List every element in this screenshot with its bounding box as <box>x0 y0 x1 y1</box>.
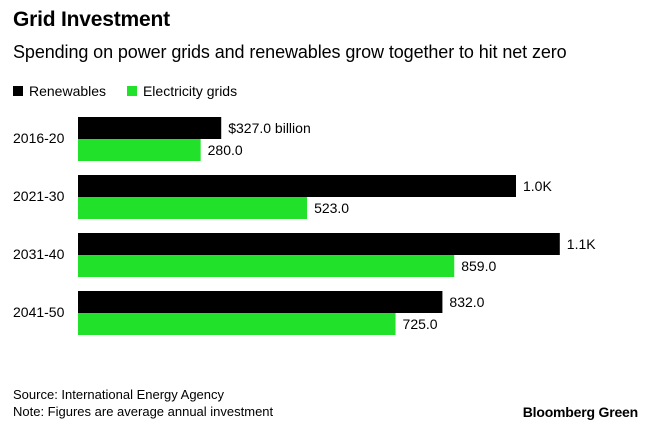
data-label: $327.0 billion <box>228 120 311 136</box>
bar-chart: 2016-20 $327.0 billion 280.0 2021-30 1.0K 523… <box>13 117 596 335</box>
legend-swatch-electricity-grids <box>126 86 137 96</box>
bar <box>78 291 443 313</box>
bar <box>78 117 222 139</box>
legend-label-electricity-grids: Electricity grids <box>142 83 238 99</box>
chart-subtitle: Spending on power grids and renewables g… <box>13 42 567 62</box>
legend: Renewables Electricity grids <box>13 83 254 99</box>
category-label: 2016-20 <box>13 130 65 146</box>
data-label: 832.0 <box>449 294 484 310</box>
legend-item-renewables: Renewables <box>13 83 106 99</box>
category-label: 2031-40 <box>13 246 65 262</box>
legend-item-electricity-grids: Electricity grids <box>126 83 238 99</box>
data-label: 523.0 <box>314 200 349 216</box>
data-label: 725.0 <box>403 316 438 332</box>
bar <box>78 197 308 219</box>
chart-title: Grid Investment <box>13 8 170 31</box>
data-label: 1.1K <box>567 236 596 252</box>
brand-logo: Bloomberg Green <box>522 404 638 420</box>
source-note: Source: International Energy Agency <box>13 387 225 402</box>
bar <box>78 139 201 161</box>
data-label: 859.0 <box>461 258 496 274</box>
bar <box>78 233 560 255</box>
figures-note: Note: Figures are average annual investm… <box>13 404 274 419</box>
bar <box>78 175 516 197</box>
data-label: 280.0 <box>208 142 243 158</box>
bar <box>78 313 396 335</box>
legend-swatch-renewables <box>13 86 23 96</box>
data-label: 1.0K <box>523 178 552 194</box>
bar <box>78 255 455 277</box>
category-label: 2021-30 <box>13 188 65 204</box>
legend-label-renewables: Renewables <box>29 83 107 99</box>
category-label: 2041-50 <box>13 304 65 320</box>
